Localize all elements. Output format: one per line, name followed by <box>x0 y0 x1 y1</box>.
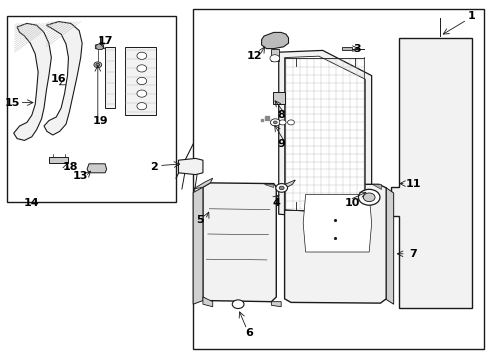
Circle shape <box>137 65 146 72</box>
Polygon shape <box>193 187 203 304</box>
Polygon shape <box>386 188 393 304</box>
Polygon shape <box>303 194 371 252</box>
Circle shape <box>269 55 279 62</box>
Text: 16: 16 <box>51 74 66 84</box>
Text: 15: 15 <box>4 98 20 108</box>
Text: 18: 18 <box>63 162 79 172</box>
Bar <box>7 16 176 202</box>
Polygon shape <box>390 38 471 308</box>
Text: 19: 19 <box>92 116 108 126</box>
Polygon shape <box>271 49 278 61</box>
Bar <box>193 9 483 349</box>
Polygon shape <box>178 158 203 175</box>
Text: 11: 11 <box>405 179 420 189</box>
Circle shape <box>94 62 102 68</box>
Circle shape <box>275 184 287 192</box>
Text: 6: 6 <box>245 328 253 338</box>
Text: 1: 1 <box>467 11 475 21</box>
Polygon shape <box>272 92 285 104</box>
Circle shape <box>96 63 100 66</box>
Text: 8: 8 <box>277 110 285 120</box>
Polygon shape <box>342 47 351 50</box>
Circle shape <box>137 103 146 110</box>
Circle shape <box>137 52 146 59</box>
Circle shape <box>273 121 277 124</box>
Circle shape <box>279 120 285 125</box>
Circle shape <box>232 300 244 309</box>
Circle shape <box>279 186 284 190</box>
Polygon shape <box>261 32 288 49</box>
Polygon shape <box>105 47 115 108</box>
Polygon shape <box>124 47 156 115</box>
Polygon shape <box>371 184 381 189</box>
Text: 13: 13 <box>73 171 88 181</box>
Circle shape <box>96 44 103 50</box>
Polygon shape <box>14 23 51 140</box>
Polygon shape <box>284 56 365 212</box>
Text: 3: 3 <box>352 44 360 54</box>
Polygon shape <box>193 178 212 189</box>
Text: 14: 14 <box>24 198 40 208</box>
Polygon shape <box>203 183 276 302</box>
Text: 10: 10 <box>344 198 359 208</box>
Polygon shape <box>203 297 212 307</box>
Text: 17: 17 <box>97 36 113 46</box>
Polygon shape <box>87 164 106 173</box>
Polygon shape <box>44 22 82 135</box>
Circle shape <box>358 189 379 205</box>
Text: 9: 9 <box>277 139 285 149</box>
Polygon shape <box>278 50 371 218</box>
Polygon shape <box>276 180 295 191</box>
Text: 5: 5 <box>196 215 204 225</box>
Circle shape <box>137 90 146 97</box>
Polygon shape <box>264 184 272 187</box>
Polygon shape <box>284 184 386 303</box>
Circle shape <box>363 193 374 202</box>
Text: 12: 12 <box>246 51 262 61</box>
Circle shape <box>137 77 146 85</box>
Polygon shape <box>271 302 281 307</box>
Circle shape <box>287 120 294 125</box>
Polygon shape <box>95 44 103 50</box>
Polygon shape <box>49 157 68 163</box>
Circle shape <box>270 119 280 126</box>
Text: 7: 7 <box>408 249 416 259</box>
Text: 4: 4 <box>272 198 280 208</box>
Text: 2: 2 <box>150 162 158 172</box>
